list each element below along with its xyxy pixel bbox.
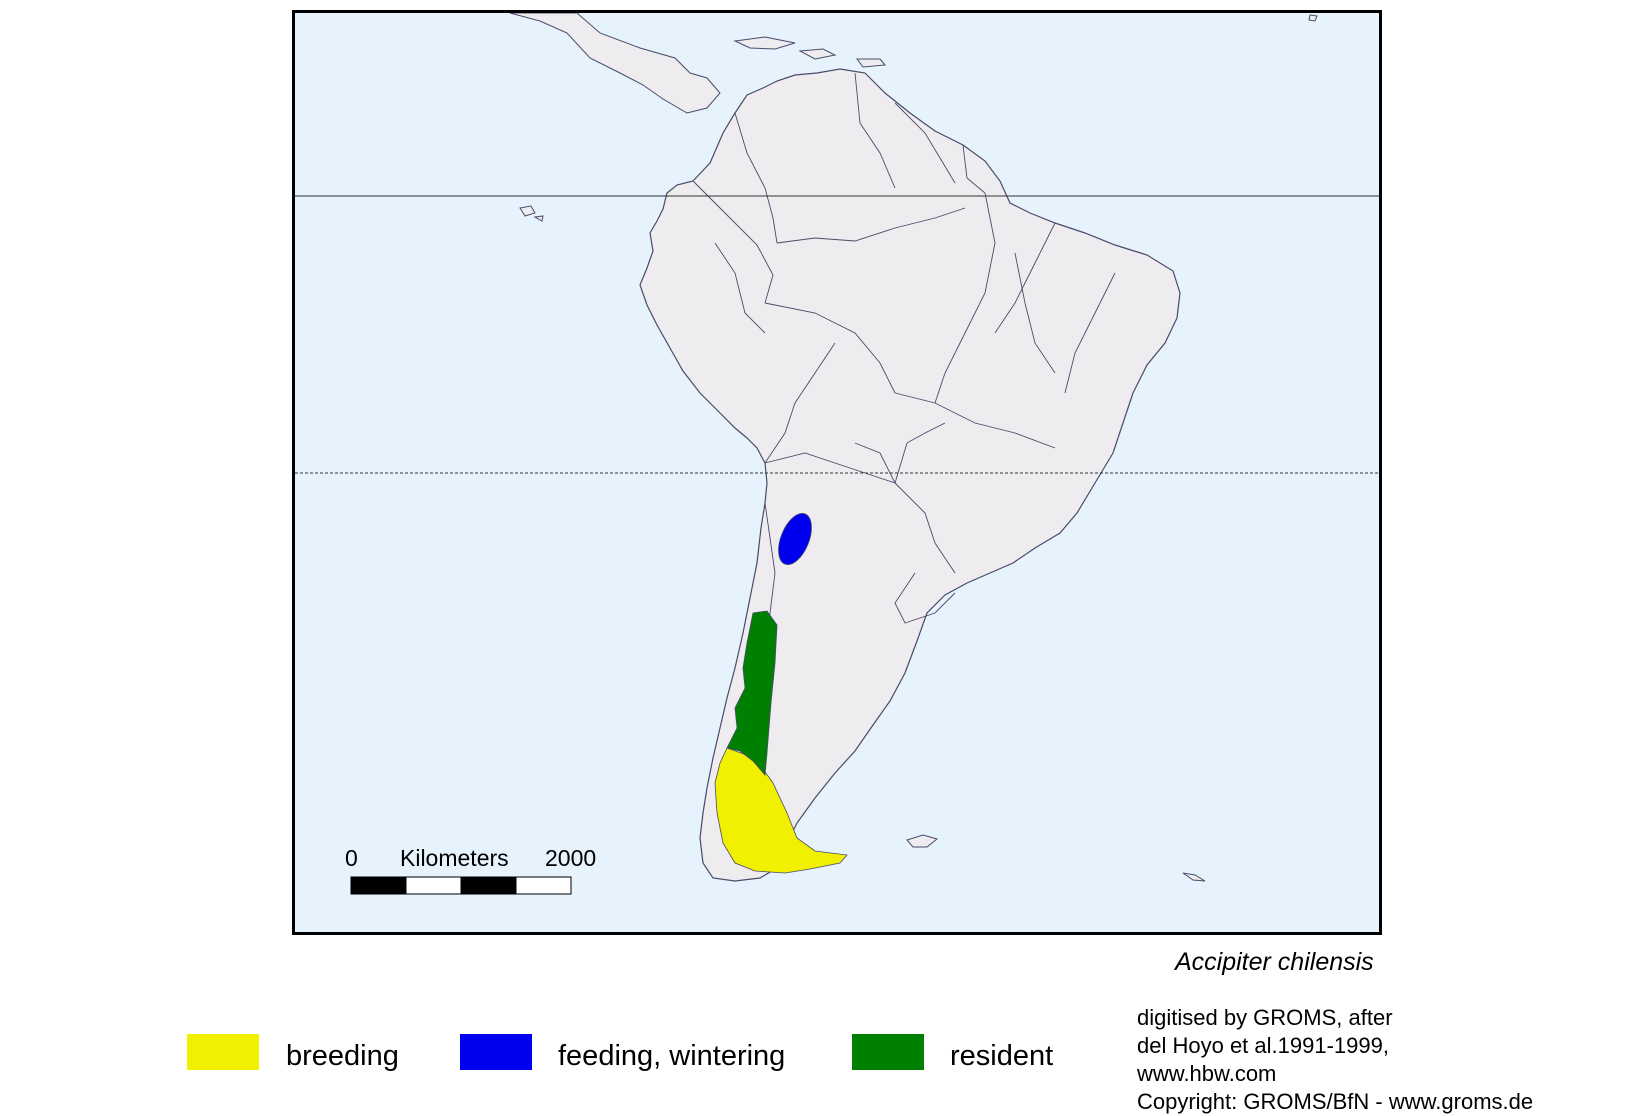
feeding-wintering-range [778, 513, 812, 565]
scale-end-label: 2000 [545, 845, 597, 871]
legend-label-feeding-wintering: feeding, wintering [558, 1040, 786, 1072]
central-america-landmass [509, 13, 721, 114]
credit-line: digitised by GROMS, after [1137, 1005, 1393, 1030]
galapagos-islands [519, 205, 544, 222]
legend-label-resident: resident [950, 1040, 1054, 1072]
south-america-landmass [639, 68, 1181, 882]
map-canvas [295, 13, 1379, 895]
country-borders [692, 72, 1116, 854]
legend-swatch-resident [852, 1034, 924, 1070]
legend-label-breeding: breeding [286, 1040, 399, 1072]
caribbean-island [856, 58, 886, 68]
credit-line: Copyright: GROMS/BfN - www.groms.de [1137, 1089, 1534, 1114]
south-georgia-island [1182, 872, 1206, 882]
legend-swatch-breeding [187, 1034, 259, 1070]
resident-range [726, 610, 778, 776]
credit-line: del Hoyo et al.1991-1999, [1137, 1033, 1389, 1058]
species-name: Accipiter chilensis [1175, 948, 1374, 976]
credit-line: www.hbw.com [1137, 1061, 1277, 1086]
scale-unit-label: Kilometers [400, 845, 509, 871]
legend-swatch-feeding-wintering [460, 1034, 532, 1070]
breeding-range [714, 747, 848, 874]
caribbean-island [733, 36, 796, 50]
range-map: 0 Kilometers 2000 [292, 10, 1382, 935]
scale-bar [350, 876, 572, 895]
caribbean-island [798, 48, 837, 60]
caribbean-island [1308, 14, 1318, 22]
scale-start-label: 0 [345, 845, 358, 871]
falkland-islands [906, 834, 939, 848]
